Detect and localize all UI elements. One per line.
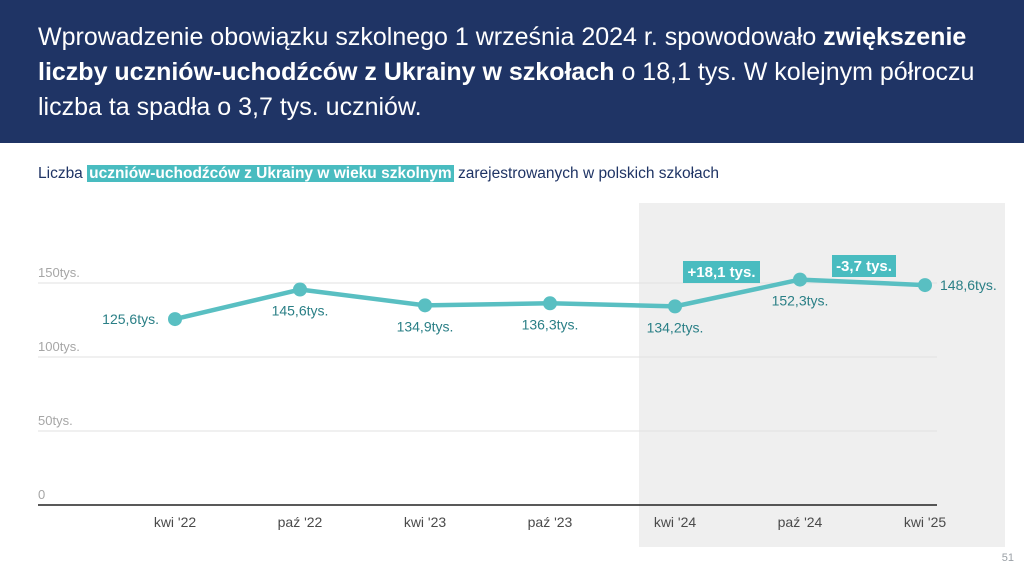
x-tick-label: kwi '22 — [154, 514, 197, 530]
data-label: 134,2tys. — [647, 319, 704, 335]
annotation-box — [683, 261, 760, 283]
data-label: 125,6tys. — [102, 311, 159, 327]
x-tick-label: paź '24 — [778, 514, 823, 530]
x-tick-label: kwi '24 — [654, 514, 697, 530]
data-point — [543, 296, 557, 311]
x-tick-label: kwi '23 — [404, 514, 447, 530]
y-tick-label: 150tys. — [38, 265, 80, 280]
data-point — [918, 278, 932, 293]
y-tick-label: 100tys. — [38, 339, 80, 354]
data-label: 152,3tys. — [772, 293, 829, 309]
data-point — [418, 298, 432, 313]
shaded-period-region — [639, 203, 1005, 547]
annotation-label: +18,1 tys. — [688, 264, 756, 281]
data-label: 134,9tys. — [397, 318, 454, 334]
subtitle-after: zarejestrowanych w polskich szkołach — [453, 165, 720, 182]
data-point — [668, 299, 682, 314]
x-tick-label: paź '23 — [528, 514, 573, 530]
y-tick-label: 50tys. — [38, 413, 73, 428]
data-label: 148,6tys. — [940, 277, 997, 293]
subtitle-highlight: uczniów-uchodźców z Ukrainy w wieku szko… — [87, 165, 454, 182]
data-label: 136,3tys. — [522, 316, 579, 332]
page-number: 51 — [1001, 552, 1014, 564]
y-tick-label: 0 — [38, 487, 45, 502]
header-text-part1: Wprowadzenie obowiązku szkolnego 1 wrześ… — [38, 23, 824, 51]
data-label: 145,6tys. — [272, 303, 329, 319]
data-point — [168, 312, 182, 327]
annotation-label: -3,7 tys. — [836, 258, 892, 275]
annotation-box — [832, 255, 896, 277]
x-tick-label: kwi '25 — [904, 514, 947, 530]
data-point — [793, 272, 807, 287]
header-text-bold: zwiększenie liczby uczniów-uchodźców z U… — [38, 23, 967, 86]
header-banner: Wprowadzenie obowiązku szkolnego 1 wrześ… — [0, 0, 1024, 143]
x-tick-label: paź '22 — [278, 514, 323, 530]
chart-subtitle: Liczba uczniów-uchodźców z Ukrainy w wie… — [38, 164, 719, 184]
data-point — [293, 282, 307, 297]
subtitle-before: Liczba — [38, 165, 88, 182]
header-text: Wprowadzenie obowiązku szkolnego 1 wrześ… — [38, 20, 998, 125]
header-text-part2: o 18,1 tys. W kolejnym półroczu liczba t… — [38, 58, 975, 121]
